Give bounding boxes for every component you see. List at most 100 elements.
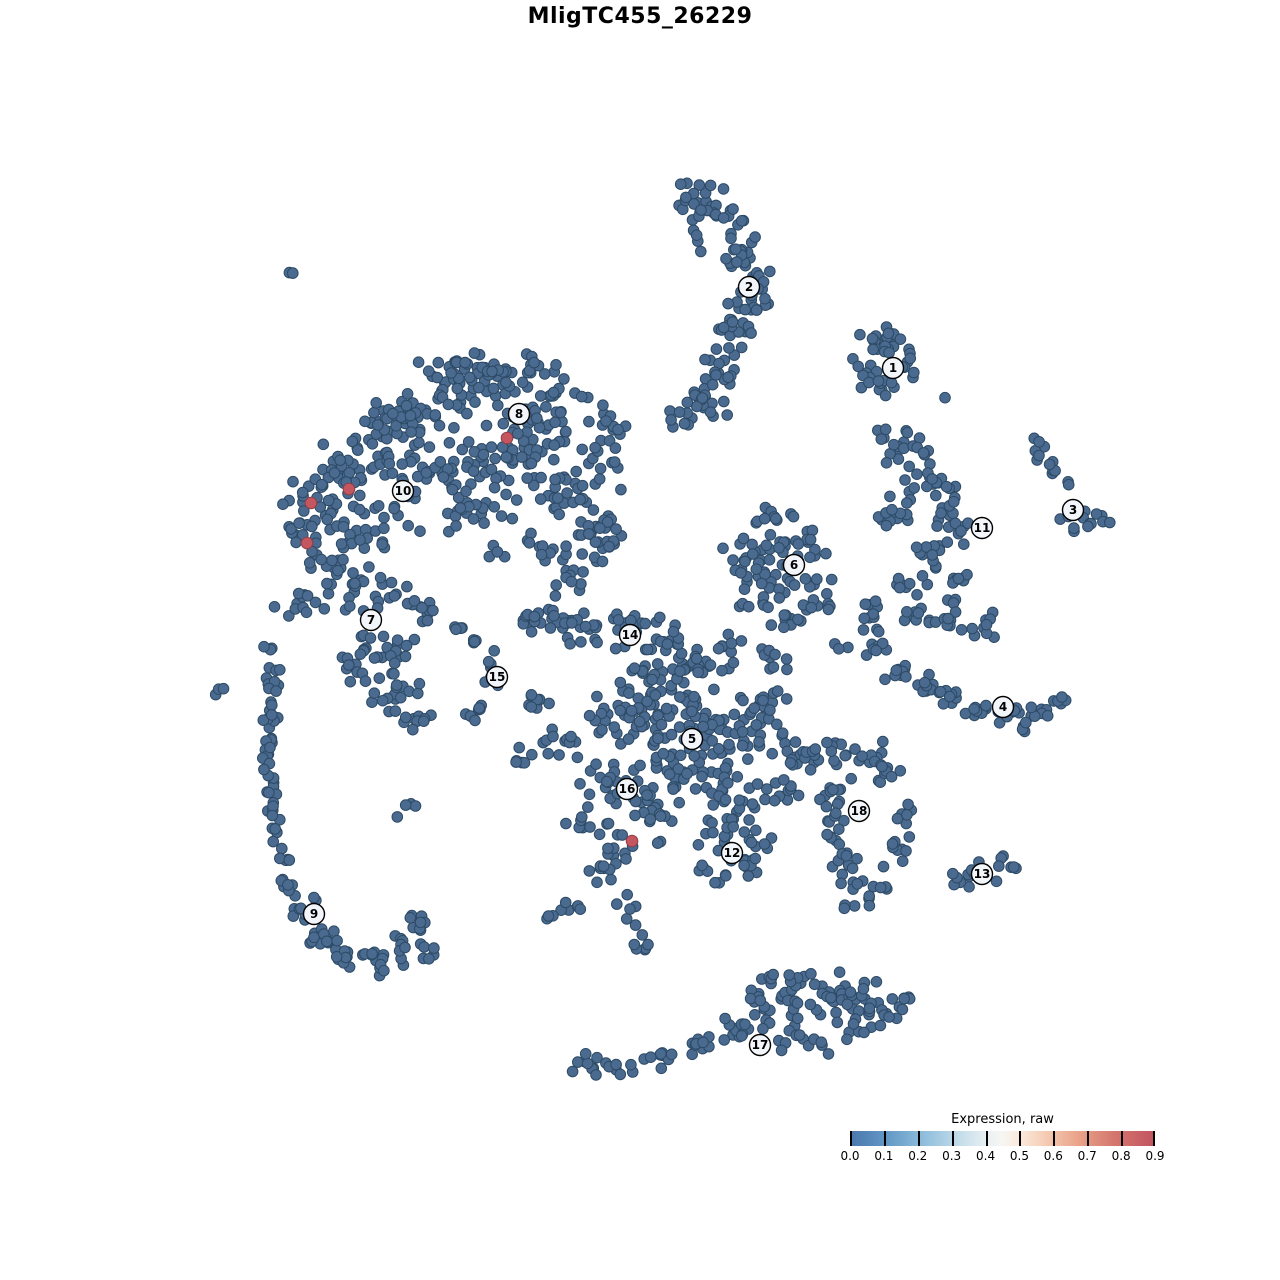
- cell-dot: [746, 798, 759, 810]
- cell-dot: [665, 728, 678, 741]
- cell-dot: [767, 968, 780, 981]
- cluster-label-circle: [970, 516, 994, 540]
- cell-dot: [451, 382, 464, 395]
- highlighted-cell-dot: [300, 536, 314, 550]
- cell-dot: [863, 1002, 876, 1015]
- cell-dot: [608, 456, 621, 468]
- cell-dot: [445, 367, 457, 379]
- cell-dot: [742, 753, 754, 765]
- cell-dot: [966, 622, 979, 635]
- cluster-label-circle: [847, 799, 871, 823]
- cell-dot: [688, 750, 701, 762]
- cell-dot: [277, 498, 289, 511]
- cell-dot: [849, 743, 861, 755]
- cell-dot: [372, 419, 384, 431]
- highlighted-cell-dot: [625, 834, 639, 848]
- cell-dot: [921, 578, 934, 591]
- cell-dot: [326, 554, 338, 567]
- legend-tick-mark: [951, 1131, 954, 1146]
- cell-dot: [735, 635, 748, 647]
- cell-dot: [690, 229, 703, 241]
- cell-dot: [287, 267, 299, 279]
- cell-dot: [525, 689, 538, 701]
- cell-dot: [940, 480, 953, 493]
- cell-dot: [300, 606, 313, 619]
- cluster-label-circle: [680, 727, 704, 751]
- cell-dot: [328, 925, 340, 938]
- cluster-label-circle: [615, 777, 639, 801]
- cell-dot: [908, 482, 921, 494]
- cell-dot: [859, 598, 872, 611]
- cell-dot: [390, 420, 402, 432]
- cell-dot: [377, 630, 390, 643]
- legend-tick-labels: 0.0 0.1 0.2 0.3 0.4 0.5 0.6 0.7 0.8 0.9: [840, 1149, 1164, 1167]
- cell-dot: [952, 572, 965, 585]
- cell-dot: [735, 341, 748, 354]
- cell-dot: [949, 606, 962, 618]
- cell-dot: [750, 719, 763, 731]
- cell-dot: [285, 523, 297, 535]
- cell-dot: [614, 1068, 627, 1081]
- cell-dot: [696, 392, 709, 404]
- cell-dot: [739, 1018, 751, 1031]
- cell-dot: [744, 992, 757, 1005]
- cell-dot: [791, 997, 804, 1009]
- cell-dot: [743, 814, 755, 826]
- cell-dot: [948, 496, 960, 508]
- cell-dot: [808, 978, 821, 991]
- cell-dot: [560, 425, 572, 438]
- cell-dot: [863, 899, 876, 912]
- cluster-label-text: 15: [489, 670, 506, 684]
- cell-dot: [731, 256, 743, 268]
- cell-dot: [334, 454, 346, 467]
- cell-dot: [526, 748, 538, 761]
- cell-dot: [863, 376, 875, 389]
- cell-dot: [416, 602, 428, 614]
- cluster-label-circle: [991, 695, 1015, 719]
- cell-points-layer: [209, 177, 1116, 1081]
- cell-dot: [597, 860, 610, 873]
- cell-dot: [337, 521, 350, 533]
- cell-dot: [764, 529, 777, 541]
- cell-dot: [820, 800, 833, 813]
- cell-dot: [754, 994, 767, 1007]
- cell-dot: [407, 723, 419, 736]
- cell-dot: [497, 417, 510, 430]
- cell-dot: [799, 573, 812, 585]
- cell-dot: [485, 463, 498, 476]
- cell-dot: [1020, 716, 1032, 729]
- cell-dot: [408, 595, 421, 607]
- cell-dot: [349, 577, 361, 590]
- cell-dot: [980, 699, 992, 712]
- cell-dot: [707, 826, 719, 839]
- cell-dot: [990, 875, 1003, 888]
- cell-dot: [614, 676, 627, 689]
- cluster-label-circle: [302, 902, 326, 926]
- cell-dot: [594, 522, 606, 535]
- cell-dot: [765, 619, 778, 631]
- cell-dot: [646, 673, 658, 686]
- cell-dot: [727, 554, 739, 566]
- cell-dot: [825, 991, 837, 1004]
- cell-dot: [612, 614, 625, 626]
- cell-dot: [695, 204, 707, 216]
- cell-dot: [542, 910, 555, 922]
- cell-dot: [516, 376, 529, 389]
- cell-dot: [811, 573, 823, 585]
- cell-dot: [267, 835, 280, 848]
- cell-dot: [321, 513, 334, 526]
- cell-dot: [404, 409, 417, 422]
- cell-dot: [443, 437, 456, 449]
- cell-dot: [276, 842, 288, 855]
- cell-dot: [773, 592, 786, 604]
- cell-dot: [833, 966, 846, 979]
- cell-dot: [523, 537, 536, 549]
- cell-dot: [898, 442, 910, 455]
- cell-dot: [389, 705, 402, 717]
- cell-dot: [596, 724, 608, 736]
- legend-tick-mark: [1053, 1131, 1056, 1146]
- cell-dot: [620, 913, 633, 925]
- cell-dot: [374, 571, 387, 584]
- cell-dot: [667, 625, 680, 638]
